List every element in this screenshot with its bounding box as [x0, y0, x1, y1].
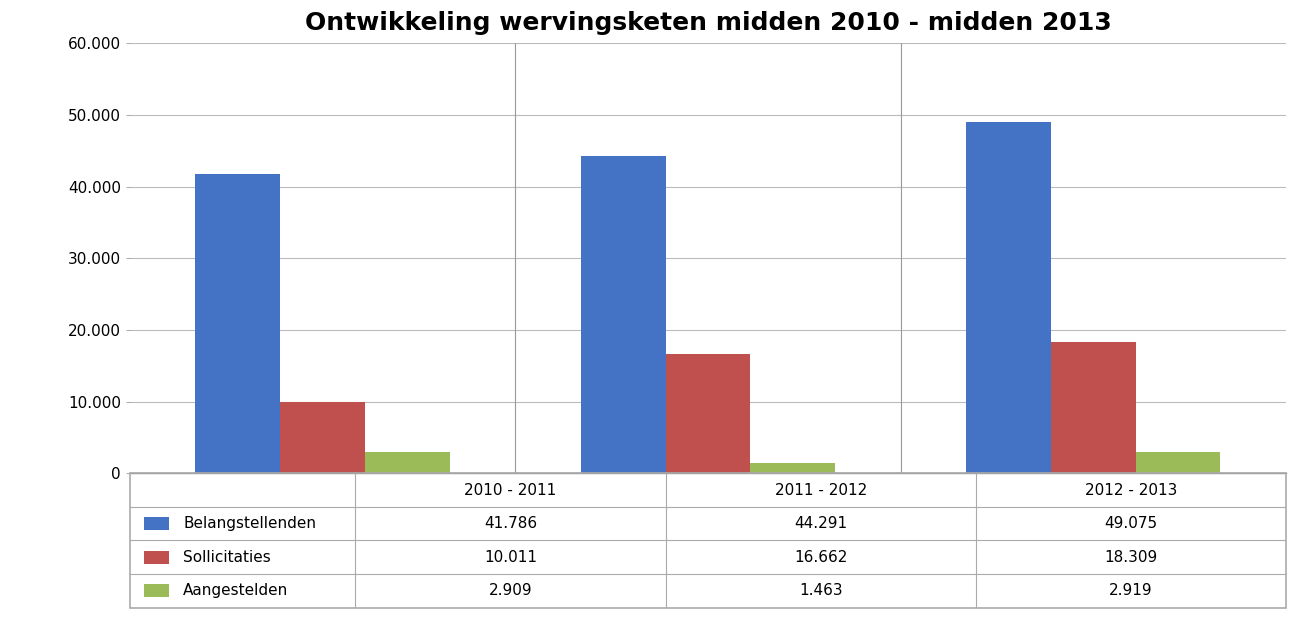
Text: 2011 - 2012: 2011 - 2012: [774, 482, 866, 498]
Bar: [281, 402, 365, 473]
Text: 16.662: 16.662: [794, 550, 847, 565]
Bar: [144, 585, 169, 597]
Text: 2.909: 2.909: [488, 583, 533, 598]
Text: 2012 - 2013: 2012 - 2013: [1085, 482, 1177, 498]
Bar: [665, 354, 751, 473]
Text: 18.309: 18.309: [1104, 550, 1157, 565]
Bar: [751, 463, 835, 473]
Bar: [195, 174, 281, 473]
Bar: [966, 122, 1051, 473]
Bar: [144, 551, 169, 564]
Text: 2010 - 2011: 2010 - 2011: [464, 482, 556, 498]
Title: Ontwikkeling wervingsketen midden 2010 - midden 2013: Ontwikkeling wervingsketen midden 2010 -…: [304, 11, 1112, 35]
Bar: [144, 517, 169, 530]
Text: 44.291: 44.291: [794, 516, 847, 531]
Bar: [581, 156, 665, 473]
Text: Sollicitaties: Sollicitaties: [183, 550, 270, 565]
Text: Belangstellenden: Belangstellenden: [183, 516, 316, 531]
Text: 10.011: 10.011: [485, 550, 536, 565]
Text: 49.075: 49.075: [1104, 516, 1157, 531]
Text: 1.463: 1.463: [799, 583, 843, 598]
Text: 2.919: 2.919: [1109, 583, 1152, 598]
Text: 41.786: 41.786: [485, 516, 536, 531]
Bar: [365, 453, 449, 473]
Bar: [1135, 453, 1221, 473]
Text: Aangestelden: Aangestelden: [183, 583, 288, 598]
Bar: [1051, 342, 1135, 473]
